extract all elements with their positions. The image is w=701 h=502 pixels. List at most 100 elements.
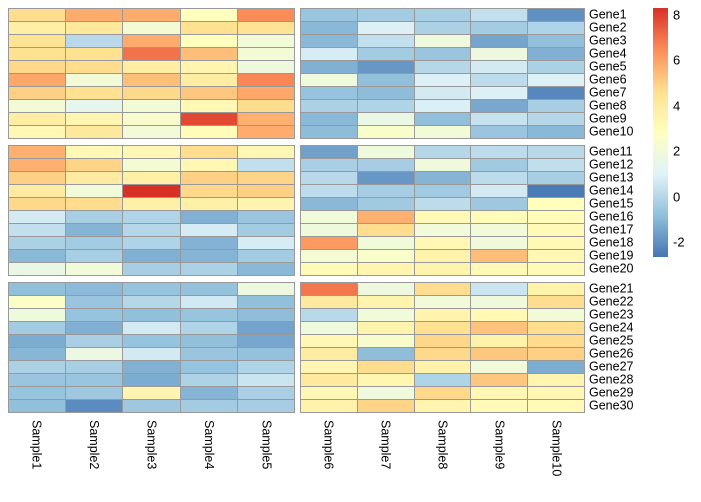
heatmap-cell [528, 361, 584, 373]
heatmap-cell [357, 374, 414, 386]
heatmap-cell [471, 61, 528, 73]
heatmap-cell [9, 400, 66, 412]
legend-tick-label: 4 [673, 98, 681, 114]
heatmap-cell [528, 74, 584, 86]
heatmap-cell [66, 146, 123, 158]
heatmap-cell [9, 9, 66, 21]
heatmap-cell [301, 113, 357, 125]
heatmap-cell [301, 296, 357, 308]
heatmap-cell [471, 159, 528, 171]
heatmap-cell [414, 61, 471, 73]
heatmap-cell [301, 9, 357, 21]
heatmap-cell [180, 185, 237, 197]
heatmap-cell [123, 400, 180, 412]
heatmap-cell [357, 22, 414, 34]
heatmap-cell [237, 283, 294, 295]
heatmap-cell [66, 335, 123, 347]
heatmap-cell [66, 9, 123, 21]
heatmap-cell [471, 224, 528, 236]
heatmap-cell [66, 387, 123, 399]
heatmap-cell [9, 22, 66, 34]
legend-tick-label: 0 [673, 189, 681, 205]
heatmap-cell [9, 296, 66, 308]
heatmap-cell [357, 100, 414, 112]
heatmap-cell [414, 237, 471, 249]
heatmap-cell [9, 48, 66, 60]
heatmap-cell [180, 387, 237, 399]
heatmap-cell [414, 400, 471, 412]
heatmap-cell [528, 159, 584, 171]
heatmap-cell [66, 87, 123, 99]
heatmap-cell [9, 74, 66, 86]
heatmap-cell [357, 159, 414, 171]
heatmap-cell [414, 250, 471, 262]
heatmap-cell [528, 335, 584, 347]
heatmap-cell [9, 374, 66, 386]
heatmap-cell [471, 361, 528, 373]
sample-column-label: Sample8 [435, 420, 450, 470]
heatmap-cell [528, 296, 584, 308]
heatmap-cell [528, 211, 584, 223]
heatmap-cell [123, 87, 180, 99]
heatmap-cell [357, 237, 414, 249]
heatmap-cell [528, 146, 584, 158]
heatmap-cell [180, 22, 237, 34]
heatmap-cell [471, 283, 528, 295]
heatmap-cell [301, 126, 357, 138]
heatmap-cell [414, 361, 471, 373]
heatmap-cell [528, 22, 584, 34]
heatmap-cell [301, 185, 357, 197]
heatmap-cell [301, 87, 357, 99]
heatmap-block-r3c2 [300, 282, 585, 413]
heatmap-cell [180, 87, 237, 99]
heatmap-cell [237, 146, 294, 158]
heatmap-cell [180, 9, 237, 21]
heatmap-block-r1c1 [8, 8, 295, 139]
heatmap-cell [66, 322, 123, 334]
heatmap-cell [301, 263, 357, 275]
heatmap-cell [414, 263, 471, 275]
heatmap-cell [528, 237, 584, 249]
heatmap-cell [66, 74, 123, 86]
heatmap-cell [123, 335, 180, 347]
heatmap-cell [301, 100, 357, 112]
heatmap-cell [123, 309, 180, 321]
heatmap-cell [471, 185, 528, 197]
heatmap-cell [237, 22, 294, 34]
heatmap-cell [528, 87, 584, 99]
heatmap-cell [237, 296, 294, 308]
heatmap-cell [66, 309, 123, 321]
gene-row-label: Gene16 [589, 209, 634, 224]
heatmap-cell [357, 185, 414, 197]
gene-row-label: Gene17 [589, 222, 634, 237]
heatmap-cell [471, 335, 528, 347]
heatmap-cell [180, 159, 237, 171]
heatmap-cell [180, 283, 237, 295]
heatmap-cell [301, 48, 357, 60]
heatmap-cell [471, 237, 528, 249]
heatmap-cell [9, 159, 66, 171]
heatmap-cell [180, 335, 237, 347]
heatmap-cell [123, 100, 180, 112]
heatmap-cell [471, 146, 528, 158]
heatmap-cell [9, 250, 66, 262]
gene-row-label: Gene21 [589, 281, 634, 296]
heatmap-cell [414, 9, 471, 21]
heatmap-cell [414, 48, 471, 60]
heatmap-cell [528, 322, 584, 334]
heatmap-cell [237, 35, 294, 47]
heatmap-cell [237, 113, 294, 125]
heatmap-cell [9, 100, 66, 112]
heatmap-cell [357, 198, 414, 210]
heatmap-cell [123, 113, 180, 125]
gene-row-label: Gene15 [589, 196, 634, 211]
heatmap-cell [528, 100, 584, 112]
heatmap-cell [414, 335, 471, 347]
heatmap-cell [357, 263, 414, 275]
heatmap-cell [301, 335, 357, 347]
gene-row-label: Gene25 [589, 333, 634, 348]
heatmap-cell [357, 309, 414, 321]
heatmap-cell [414, 159, 471, 171]
heatmap-cell [357, 348, 414, 360]
heatmap-cell [357, 322, 414, 334]
